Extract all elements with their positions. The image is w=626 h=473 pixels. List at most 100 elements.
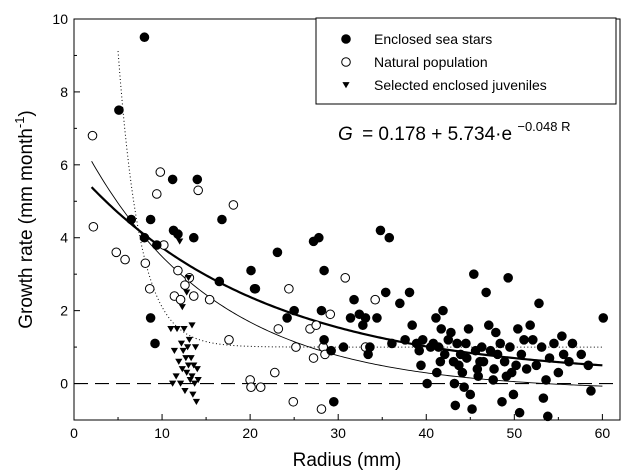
- data-point: [407, 320, 417, 331]
- x-tick-label: 50: [507, 425, 523, 441]
- data-point: [288, 396, 299, 407]
- data-point: [284, 283, 294, 294]
- data-point: [564, 356, 574, 367]
- data-point: [446, 327, 456, 338]
- data-point: [513, 324, 523, 334]
- series-0: [114, 32, 609, 422]
- data-point: [538, 393, 549, 403]
- data-point: [314, 232, 324, 243]
- data-point: [316, 404, 327, 414]
- data-point: [183, 369, 191, 376]
- data-point: [291, 342, 301, 352]
- data-point: [476, 342, 487, 352]
- y-axis-title: Growth rate (mm month-1): [12, 110, 37, 329]
- data-point: [431, 313, 441, 323]
- y-tick-label: 4: [60, 230, 68, 246]
- data-point: [194, 377, 202, 384]
- data-point: [461, 353, 472, 363]
- data-point: [178, 304, 186, 311]
- data-point: [150, 338, 160, 349]
- legend-marker: [341, 57, 351, 67]
- legend-label: Selected enclosed juveniles: [374, 77, 547, 93]
- x-tick-label: 60: [595, 425, 611, 441]
- data-point: [400, 335, 410, 345]
- data-point: [528, 335, 538, 345]
- data-point: [192, 174, 203, 185]
- data-point: [531, 360, 542, 371]
- data-point: [319, 335, 329, 345]
- legend-label: Natural population: [374, 54, 488, 70]
- x-tick-label: 30: [330, 425, 346, 441]
- data-point: [345, 313, 356, 323]
- data-point: [183, 289, 191, 296]
- data-point: [387, 338, 397, 349]
- data-point: [372, 313, 382, 323]
- legend-label: Enclosed sea stars: [374, 31, 492, 47]
- data-point: [478, 356, 489, 367]
- legend-marker: [341, 34, 351, 44]
- data-point: [375, 225, 386, 236]
- data-point: [182, 355, 190, 362]
- data-point: [414, 345, 425, 356]
- data-point: [549, 338, 559, 349]
- data-point: [190, 362, 198, 369]
- data-point: [167, 174, 178, 185]
- data-point: [193, 366, 201, 373]
- data-point: [492, 349, 503, 360]
- data-point: [189, 391, 197, 398]
- data-point: [516, 349, 527, 360]
- data-point: [541, 375, 551, 385]
- data-point: [145, 214, 156, 225]
- data-point: [370, 294, 380, 305]
- data-point: [175, 358, 183, 365]
- data-point: [193, 185, 203, 196]
- data-point: [380, 287, 391, 298]
- data-point: [325, 309, 336, 320]
- data-point: [326, 345, 336, 356]
- data-point: [567, 338, 578, 349]
- data-point: [170, 347, 178, 354]
- data-point: [155, 167, 166, 177]
- data-point: [576, 349, 587, 360]
- data-point: [246, 265, 256, 276]
- y-tick-label: 0: [60, 376, 68, 392]
- data-point: [151, 189, 162, 199]
- y-tick-label: 8: [60, 84, 68, 100]
- series-1: [87, 130, 380, 414]
- data-point: [506, 367, 517, 378]
- fit-curve-dotted: [117, 51, 603, 348]
- data-point: [176, 380, 185, 387]
- equation-exponent: −0.048 R: [517, 119, 570, 134]
- data-point: [184, 274, 193, 282]
- data-point: [178, 366, 186, 373]
- data-point: [175, 294, 186, 305]
- data-point: [311, 320, 321, 331]
- data-point: [558, 349, 569, 360]
- data-point: [404, 287, 415, 298]
- data-point: [120, 254, 130, 265]
- data-point: [439, 349, 450, 360]
- y-tick-label: 10: [52, 11, 68, 27]
- data-point: [204, 294, 215, 305]
- data-point: [308, 353, 319, 363]
- data-point: [140, 258, 151, 269]
- data-point: [249, 283, 260, 294]
- data-point: [452, 338, 462, 349]
- data-point: [508, 389, 519, 400]
- axis-ticks: 0 10 20 30 40 50 60 0 2 4 6 8 10: [52, 11, 610, 441]
- data-point: [184, 344, 192, 351]
- data-point: [457, 367, 468, 378]
- data-point: [450, 400, 461, 411]
- data-point: [338, 342, 349, 352]
- y-tick-label: 2: [60, 303, 68, 319]
- data-point: [467, 404, 477, 414]
- data-point: [521, 364, 532, 374]
- data-point: [185, 336, 193, 344]
- data-point: [269, 367, 280, 378]
- data-point: [272, 247, 283, 258]
- data-point: [514, 407, 525, 418]
- data-point: [536, 342, 547, 352]
- data-point: [273, 324, 284, 334]
- data-point: [503, 273, 513, 283]
- data-point: [228, 200, 239, 210]
